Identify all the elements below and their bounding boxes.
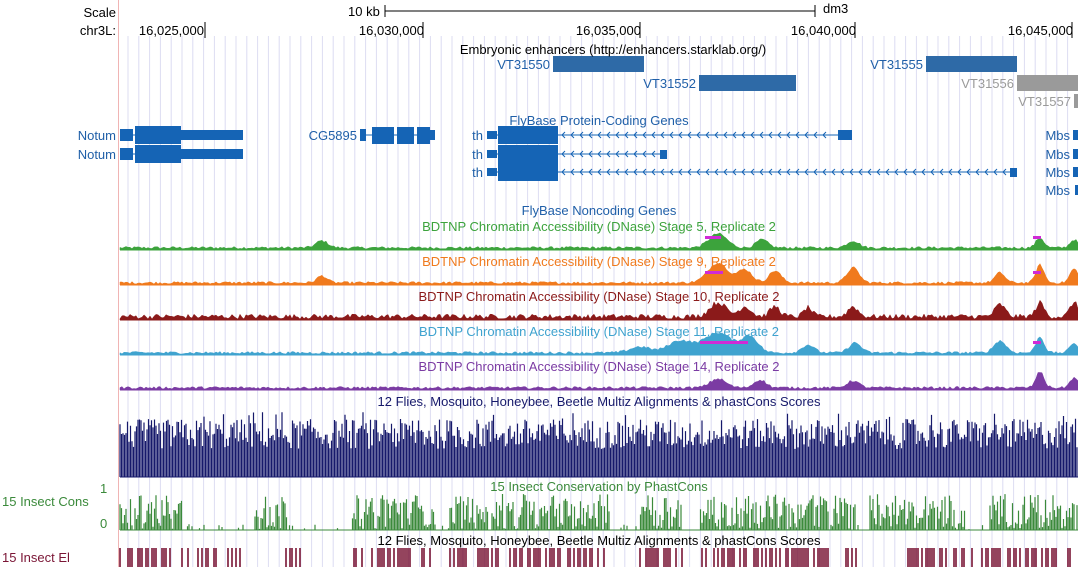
dnase-stage10-title[interactable]: BDTNP Chromatin Accessibility (DNase) St…: [418, 289, 780, 304]
gene-label-notum-2[interactable]: Notum: [77, 147, 116, 162]
gene-mbs-3: [1073, 167, 1078, 177]
ruler-position-1: 16,025,000: [138, 23, 204, 38]
conservation-track-title[interactable]: 15 Insect Conservation by PhastCons: [490, 479, 708, 494]
dnase-stage5-title[interactable]: BDTNP Chromatin Accessibility (DNase) St…: [422, 219, 776, 234]
gene-th-2: [487, 145, 667, 163]
conserved-elements-bars[interactable]: [119, 548, 1071, 567]
dnase-stage11-title[interactable]: BDTNP Chromatin Accessibility (DNase) St…: [418, 324, 780, 339]
dnase-signal-0: [119, 232, 1078, 251]
enhancer-label-vt31555[interactable]: VT31555: [870, 57, 923, 72]
gene-label-th-1[interactable]: th: [472, 128, 483, 143]
strand-arrows: [561, 131, 1007, 176]
gene-mbs-2: [1073, 149, 1078, 159]
gene-cg5895: [360, 127, 435, 144]
enhancer-vt31557: [1074, 94, 1078, 108]
gene-mbs-1: [1073, 130, 1078, 140]
ruler-position-2: 16,030,000: [358, 23, 424, 38]
gene-notum-2: [120, 145, 243, 163]
enhancer-vt31555: [926, 56, 1017, 72]
elements-side-label[interactable]: 15 Insect El: [2, 550, 70, 565]
gene-notum-1: [120, 126, 243, 144]
gene-label-cg5895[interactable]: CG5895: [308, 128, 357, 143]
chromosome-label: chr3L:: [79, 23, 116, 38]
enhancer-label-vt31550[interactable]: VT31550: [497, 57, 550, 72]
multiz-track-title[interactable]: 12 Flies, Mosquito, Honeybee, Beetle Mul…: [377, 394, 821, 409]
enhancer-vt31552: [699, 75, 796, 91]
enhancer-track-title[interactable]: Embryonic enhancers (http://enhancers.st…: [459, 42, 767, 57]
gene-label-mbs-1[interactable]: Mbs: [1045, 128, 1070, 143]
vertical-grid-lines: [127, 36, 1069, 567]
scale-label: Scale: [83, 5, 116, 20]
dnase-signal-1: [119, 262, 1078, 286]
dnase-stage9-title[interactable]: BDTNP Chromatin Accessibility (DNase) St…: [422, 254, 776, 269]
ruler-position-4: 16,040,000: [790, 23, 856, 38]
dnase-signal-4: [119, 372, 1078, 391]
enhancer-label-vt31556[interactable]: VT31556: [961, 76, 1014, 91]
scale-bar: [384, 5, 816, 17]
multiz-conservation-bars[interactable]: [119, 412, 1078, 478]
ruler-ticks: [204, 22, 1073, 38]
assembly-label: dm3: [823, 1, 849, 16]
conservation-side-label[interactable]: 15 Insect Cons: [2, 494, 89, 509]
enhancer-label-vt31557[interactable]: VT31557: [1018, 94, 1071, 109]
phastcons-bars[interactable]: [119, 494, 1078, 531]
enhancer-features[interactable]: [553, 56, 1078, 108]
gene-track-title[interactable]: FlyBase Protein-Coding Genes: [509, 113, 689, 128]
gene-label-mbs-3[interactable]: Mbs: [1045, 165, 1070, 180]
enhancer-vt31556: [1017, 75, 1078, 91]
protein-coding-gene-models[interactable]: [120, 126, 1078, 195]
ruler-position-3: 16,035,000: [575, 23, 641, 38]
dnase-signal-3: [119, 332, 1078, 356]
gene-label-notum-1[interactable]: Notum: [77, 128, 116, 143]
gene-mbs-4: [1075, 185, 1078, 195]
noncoding-track-title[interactable]: FlyBase Noncoding Genes: [521, 203, 677, 218]
gene-th-3: [487, 163, 1017, 181]
gene-label-mbs-4[interactable]: Mbs: [1045, 183, 1070, 198]
gene-label-th-2[interactable]: th: [472, 147, 483, 162]
enhancer-vt31550: [553, 56, 644, 72]
dnase-signal-2: [119, 299, 1078, 321]
dnase-signal-tracks[interactable]: [119, 232, 1078, 391]
conservation-y-max: 1: [100, 481, 108, 496]
conservation-y-min: 0: [100, 516, 108, 531]
gene-label-th-3[interactable]: th: [472, 165, 483, 180]
enhancer-label-vt31552[interactable]: VT31552: [643, 76, 696, 91]
dnase-stage14-title[interactable]: BDTNP Chromatin Accessibility (DNase) St…: [418, 359, 780, 374]
ruler-position-5: 16,045,000: [1007, 23, 1073, 38]
scale-bar-text: 10 kb: [348, 4, 380, 19]
elements-track-title[interactable]: 12 Flies, Mosquito, Honeybee, Beetle Mul…: [377, 533, 821, 548]
gene-label-mbs-2[interactable]: Mbs: [1045, 147, 1070, 162]
